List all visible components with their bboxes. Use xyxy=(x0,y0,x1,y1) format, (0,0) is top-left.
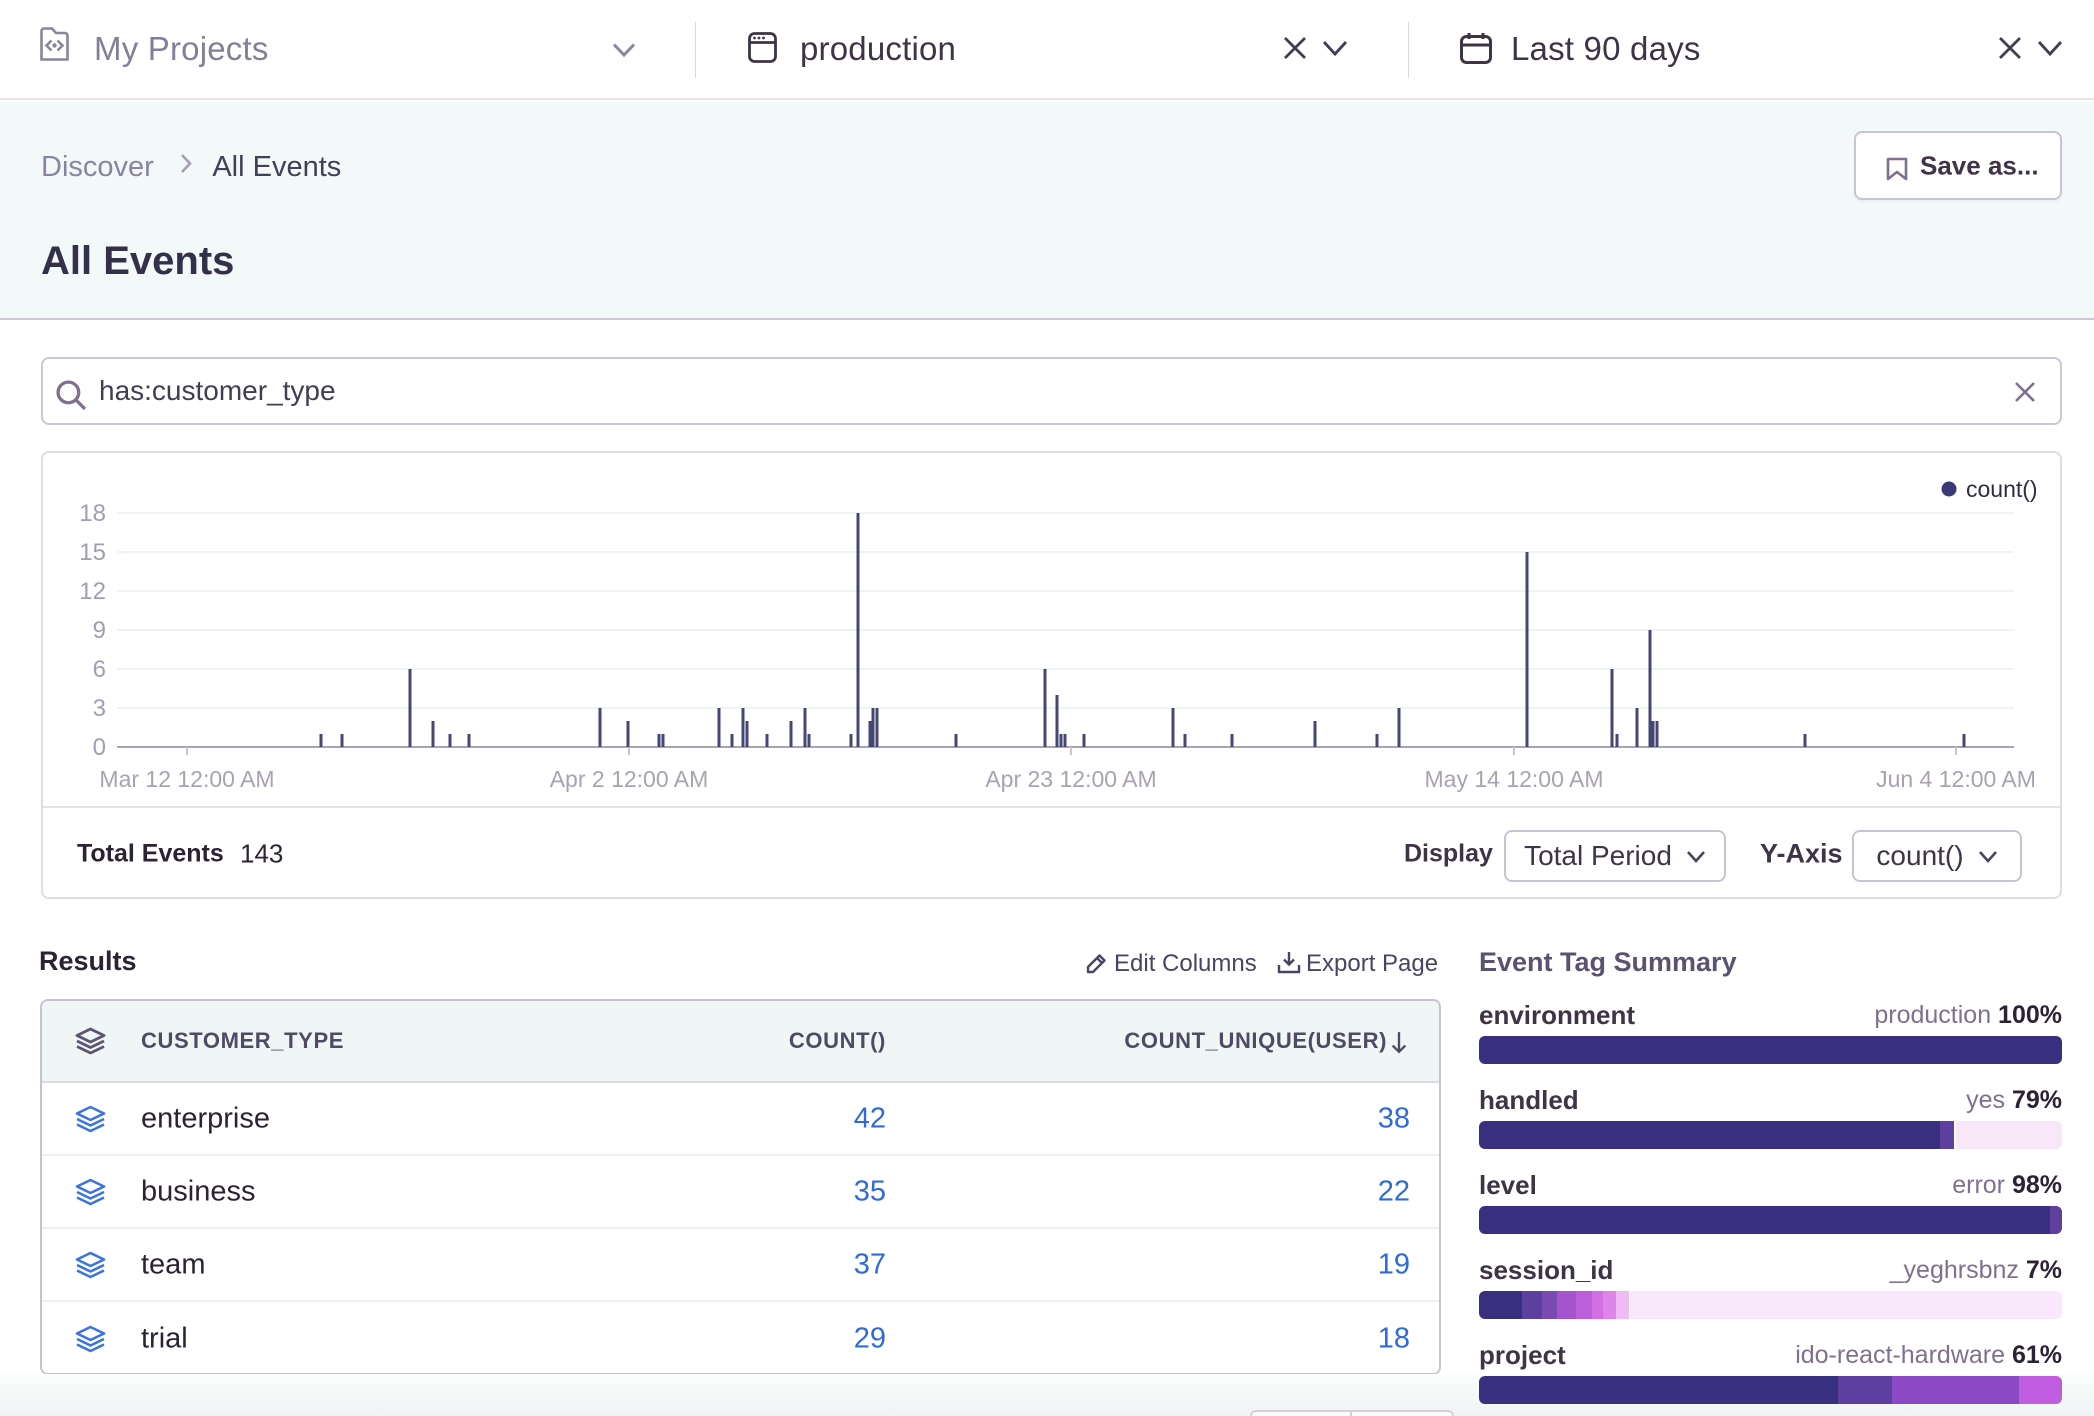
svg-text:6: 6 xyxy=(93,656,106,683)
svg-text:12: 12 xyxy=(79,578,106,605)
svg-text:15: 15 xyxy=(79,539,106,566)
svg-text:count(): count() xyxy=(1966,476,2038,502)
svg-text:May 14 12:00 AM: May 14 12:00 AM xyxy=(1425,766,1604,792)
svg-text:0: 0 xyxy=(93,734,106,761)
svg-text:Apr 2 12:00 AM: Apr 2 12:00 AM xyxy=(550,766,709,792)
svg-text:3: 3 xyxy=(93,695,106,722)
svg-text:18: 18 xyxy=(79,500,106,527)
svg-text:9: 9 xyxy=(93,617,106,644)
svg-text:Mar 12 12:00 AM: Mar 12 12:00 AM xyxy=(99,766,274,792)
svg-text:Apr 23 12:00 AM: Apr 23 12:00 AM xyxy=(985,766,1156,792)
svg-text:Jun 4 12:00 AM: Jun 4 12:00 AM xyxy=(1876,766,2036,792)
